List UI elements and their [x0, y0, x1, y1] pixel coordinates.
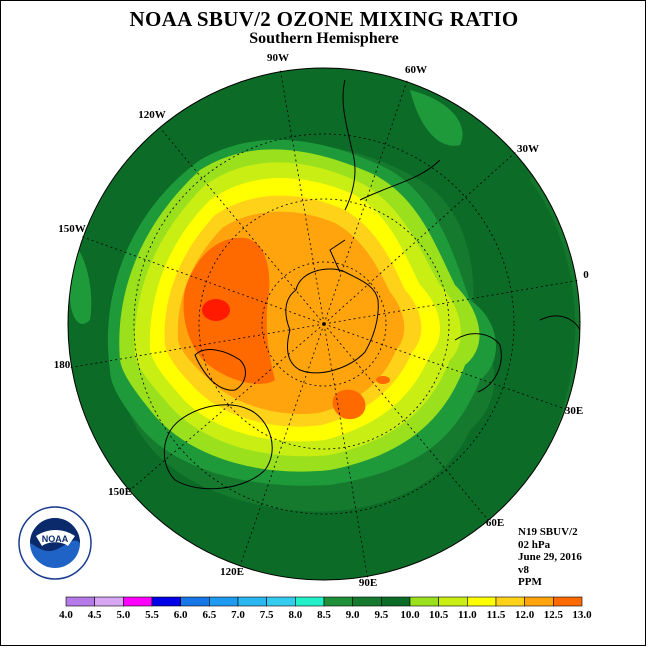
- colorbar-tick-label: 5.0: [116, 609, 130, 621]
- longitude-label: 90W: [267, 52, 289, 64]
- longitude-grid: [67, 67, 581, 581]
- colorbar-tick-label: 6.5: [202, 609, 216, 621]
- colorbar-tick-label: 7.5: [260, 609, 274, 621]
- info-block: N19 SBUV/2 02 hPa June 29, 2016 v8 PPM: [518, 526, 582, 589]
- south-america-coast: [342, 79, 356, 211]
- colorbar-swatch: [524, 596, 554, 607]
- antarctic-peninsula: [329, 239, 346, 273]
- africa-coast-2: [539, 315, 580, 331]
- colorbar-swatch: [180, 596, 210, 607]
- colorbar-tick-label: 9.0: [346, 609, 360, 621]
- colorbar-swatch: [553, 596, 583, 607]
- colorbar-swatch: [65, 596, 95, 607]
- colorbar-tick-label: 13.0: [572, 609, 592, 621]
- longitude-label: 60E: [486, 517, 504, 529]
- coastlines: [163, 79, 580, 490]
- colorbar-tick-label: 12.5: [544, 609, 564, 621]
- noaa-logo: NOAA: [18, 506, 92, 580]
- colorbar-swatch: [209, 596, 239, 607]
- map-subtitle: Southern Hemisphere: [249, 30, 399, 47]
- colorbar-swatch: [467, 596, 497, 607]
- colorbar-labels: 4.0 4.5 5.0 5.5 6.0 6.5 7.0 7.5 8.0 8.5 9.0 9.5 10.0…: [59, 609, 592, 621]
- colorbar-tick-label: 4.5: [88, 609, 102, 621]
- longitude-label: 30W: [517, 143, 539, 155]
- colorbar-tick-label: 10.0: [400, 609, 420, 621]
- colorbar-tick-label: 11.0: [458, 609, 477, 621]
- colorbar-swatch: [438, 596, 468, 607]
- latitude-grid: [133, 133, 515, 515]
- colorbar-swatch: [266, 596, 296, 607]
- colorbar-swatch: [409, 596, 439, 607]
- colorbar-tick-label: 10.5: [429, 609, 449, 621]
- longitude-label: 60W: [405, 64, 427, 76]
- contour-12-5-small: [332, 389, 366, 420]
- version-label: v8: [518, 563, 529, 576]
- longitude-label: 90E: [359, 577, 377, 589]
- contour-9-5-top: [410, 90, 463, 146]
- colorbar-tick-label: 11.5: [487, 609, 506, 621]
- map-boundary: [67, 67, 581, 581]
- new-zealand: [194, 349, 246, 391]
- level-label: 02 hPa: [518, 538, 551, 551]
- colorbar-tick-label: 8.5: [317, 609, 331, 621]
- longitude-label: 120E: [220, 566, 244, 578]
- colorbar-swatch: [323, 596, 353, 607]
- colorbar-tick-label: 4.0: [59, 609, 73, 621]
- longitude-label: 0: [583, 269, 589, 281]
- colorbar-tick-label: 5.5: [145, 609, 159, 621]
- map-title: NOAA SBUV/2 OZONE MIXING RATIO: [129, 7, 519, 31]
- longitude-label: 120W: [138, 109, 166, 121]
- colorbar-swatch: [237, 596, 267, 607]
- colorbar-tick-label: 6.0: [174, 609, 188, 621]
- antarctica-coast: [285, 268, 379, 374]
- contour-12-5-dot: [376, 376, 390, 384]
- colorbar-swatch: [381, 596, 411, 607]
- colorbar-tick-label: 8.0: [288, 609, 302, 621]
- colorbar-tick-label: 12.0: [515, 609, 535, 621]
- south-america-east: [359, 159, 441, 201]
- longitude-label: 180: [54, 359, 71, 371]
- colorbar-swatch: [495, 596, 525, 607]
- colorbar-swatch: [123, 596, 153, 607]
- colorbar-swatch: [352, 596, 382, 607]
- australia-coast: [163, 404, 273, 490]
- longitude-label: 150W: [58, 223, 86, 235]
- contour-13-0: [202, 299, 230, 321]
- colorbar-tick-label: 7.0: [231, 609, 245, 621]
- instrument-label: N19 SBUV/2: [518, 526, 578, 538]
- longitude-label: 30E: [565, 405, 583, 417]
- date-label: June 29, 2016: [518, 551, 582, 563]
- units-label: PPM: [518, 576, 542, 588]
- colorbar-swatch: [151, 596, 181, 607]
- colorbar-swatch: [295, 596, 325, 607]
- colorbar-swatches: [65, 596, 583, 607]
- colorbar-swatch: [94, 596, 124, 607]
- longitude-labels: 90W 60W 30W 0 30E 60E 90E 120E 150E 180 150W 120W: [54, 52, 590, 589]
- noaa-logo-text: NOAA: [42, 534, 69, 544]
- colorbar-tick-label: 9.5: [374, 609, 388, 621]
- longitude-label: 150E: [108, 486, 132, 498]
